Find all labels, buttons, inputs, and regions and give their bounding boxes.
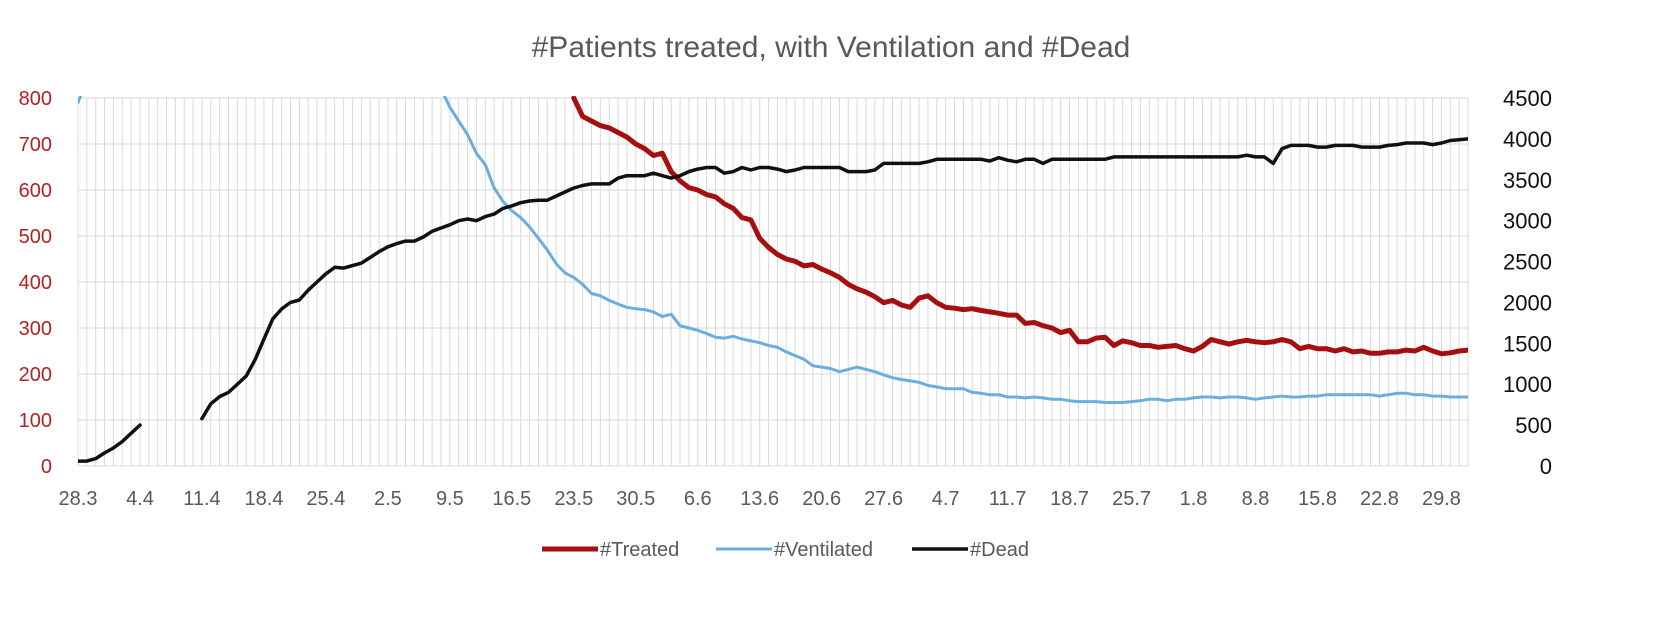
x-tick-label: 18.4 bbox=[244, 488, 283, 510]
y-left-tick-label: 100 bbox=[19, 410, 52, 432]
y-left-tick-label: 400 bbox=[19, 272, 52, 294]
y-right-tick-label: 0 bbox=[1540, 454, 1552, 479]
x-tick-label: 11.7 bbox=[989, 488, 1026, 510]
y-right-tick-label: 2500 bbox=[1503, 250, 1552, 275]
series-line-ventilated bbox=[78, 96, 1468, 404]
x-axis: 28.3 4.4 11.4 18.4 25.4 2.5 9.5 16.5 23.5 30.5 6.6… bbox=[59, 488, 1461, 510]
legend-label-treated: #Treated bbox=[600, 539, 679, 561]
x-tick-label: 25.7 bbox=[1112, 488, 1151, 510]
x-tick-label: 6.6 bbox=[684, 488, 712, 510]
y-right-tick-label: 1500 bbox=[1503, 331, 1552, 356]
series-line-dead bbox=[200, 137, 1468, 421]
x-tick-label: 27.6 bbox=[864, 488, 903, 510]
y-right-tick-label: 2000 bbox=[1503, 290, 1552, 315]
y-left-tick-label: 800 bbox=[19, 88, 52, 110]
y-right-tick-label: 4500 bbox=[1503, 86, 1552, 111]
series-line-dead bbox=[78, 423, 142, 463]
x-tick-label: 23.5 bbox=[554, 488, 593, 510]
series-line-treated bbox=[571, 96, 1468, 357]
left-y-axis: 0 100 200 300 400 500 600 700 800 bbox=[19, 88, 52, 478]
legend-label-ventilated: #Ventilated bbox=[774, 539, 873, 561]
y-left-tick-label: 0 bbox=[41, 456, 52, 478]
y-right-tick-label: 1000 bbox=[1503, 372, 1552, 397]
x-tick-label: 11.4 bbox=[183, 488, 220, 510]
legend: #Treated #Ventilated #Dead bbox=[542, 539, 1029, 561]
x-tick-label: 4.4 bbox=[126, 488, 154, 510]
x-tick-label: 8.8 bbox=[1242, 488, 1270, 510]
y-left-tick-label: 200 bbox=[19, 364, 52, 386]
x-tick-label: 30.5 bbox=[616, 488, 655, 510]
x-tick-label: 13.6 bbox=[740, 488, 779, 510]
grid bbox=[77, 97, 1469, 467]
x-tick-label: 9.5 bbox=[436, 488, 464, 510]
x-tick-label: 2.5 bbox=[374, 488, 402, 510]
x-tick-label: 4.7 bbox=[932, 488, 960, 510]
y-right-tick-label: 4000 bbox=[1503, 127, 1552, 152]
chart-title: #Patients treated, with Ventilation and … bbox=[532, 31, 1131, 64]
y-left-tick-label: 600 bbox=[19, 180, 52, 202]
plot-series bbox=[78, 96, 1468, 463]
y-right-tick-label: 500 bbox=[1515, 413, 1552, 438]
x-tick-label: 18.7 bbox=[1050, 488, 1089, 510]
x-tick-label: 1.8 bbox=[1180, 488, 1208, 510]
x-tick-label: 20.6 bbox=[802, 488, 841, 510]
x-tick-label: 15.8 bbox=[1298, 488, 1337, 510]
y-left-tick-label: 500 bbox=[19, 226, 52, 248]
x-tick-label: 29.8 bbox=[1422, 488, 1461, 510]
right-y-axis: 0 500 1000 1500 2000 2500 3000 3500 4000 4500 bbox=[1503, 86, 1552, 479]
y-right-tick-label: 3500 bbox=[1503, 168, 1552, 193]
y-left-tick-label: 300 bbox=[19, 318, 52, 340]
x-tick-label: 16.5 bbox=[492, 488, 531, 510]
x-tick-label: 28.3 bbox=[59, 488, 98, 510]
legend-label-dead: #Dead bbox=[970, 539, 1029, 561]
y-left-tick-label: 700 bbox=[19, 134, 52, 156]
x-tick-label: 22.8 bbox=[1360, 488, 1399, 510]
x-tick-label: 25.4 bbox=[306, 488, 345, 510]
y-right-tick-label: 3000 bbox=[1503, 209, 1552, 234]
